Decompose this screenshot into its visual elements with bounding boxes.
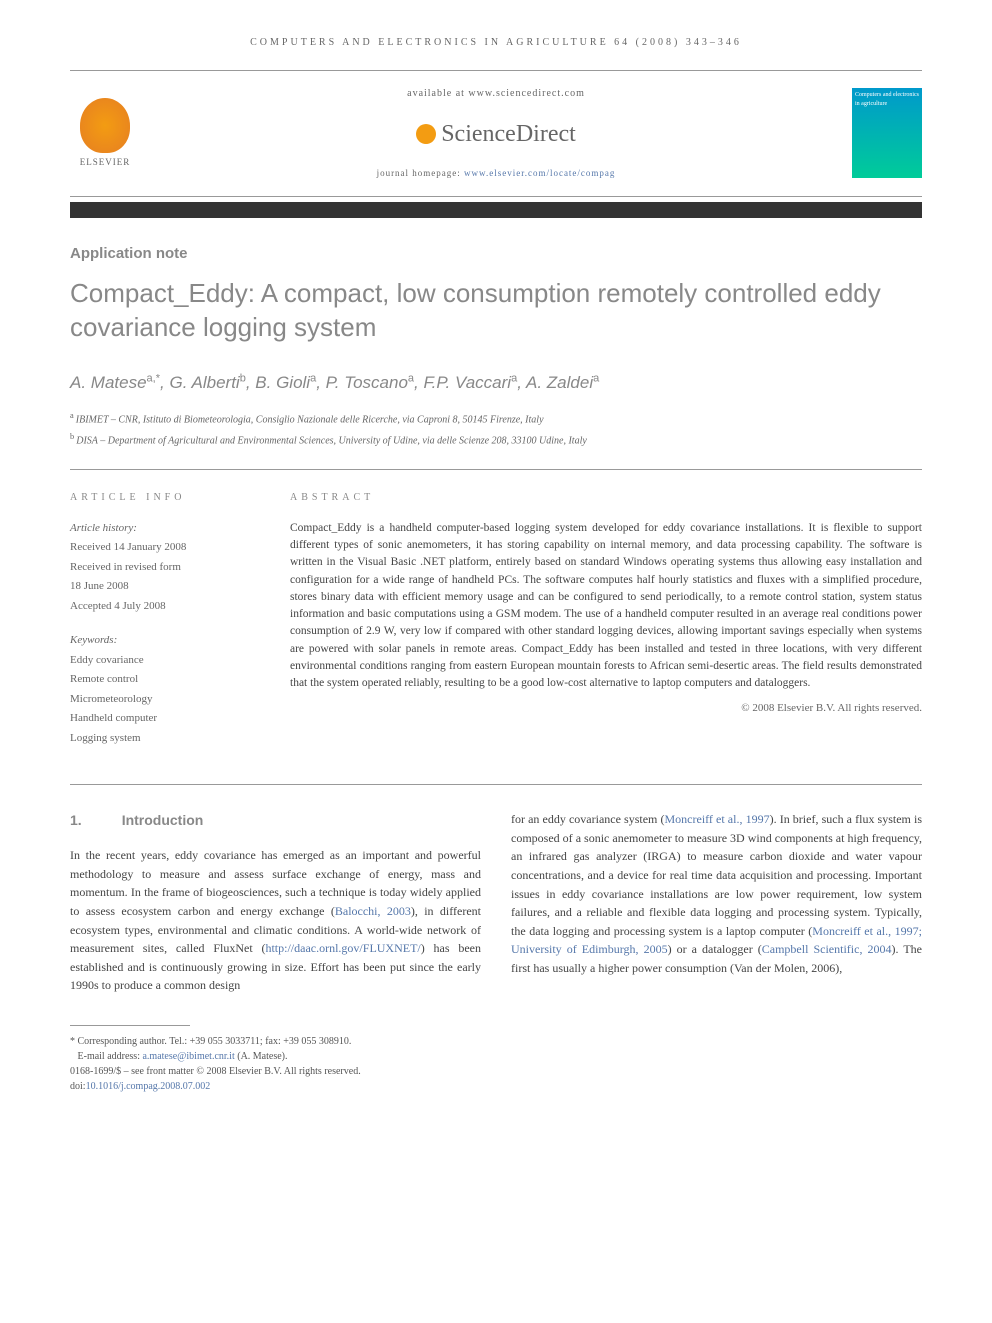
keyword-line: Remote control bbox=[70, 671, 260, 688]
affiliation-sup: a bbox=[70, 411, 76, 420]
body-text-run: ) or a datalogger ( bbox=[668, 942, 762, 956]
keyword-line: Logging system bbox=[70, 730, 260, 747]
body-column-left: 1. Introduction In the recent years, eddy… bbox=[70, 810, 481, 995]
info-abstract-row: ARTICLE INFO Article history: Received 1… bbox=[70, 490, 922, 765]
sciencedirect-icon bbox=[416, 124, 436, 144]
abstract-heading: ABSTRACT bbox=[290, 490, 922, 505]
citation-link[interactable]: Moncreiff et al., 1997 bbox=[665, 812, 770, 826]
abstract-copyright: © 2008 Elsevier B.V. All rights reserved… bbox=[290, 700, 922, 717]
body-column-right: for an eddy covariance system (Moncreiff… bbox=[511, 810, 922, 995]
body-paragraph-right: for an eddy covariance system (Moncreiff… bbox=[511, 810, 922, 977]
footer-separator bbox=[70, 1025, 190, 1026]
author-name: G. Alberti bbox=[169, 373, 239, 392]
email-line: E-mail address: a.matese@ibimet.cnr.it (… bbox=[70, 1049, 922, 1064]
author-affiliation-sup: a bbox=[511, 372, 517, 384]
doi-label: doi: bbox=[70, 1081, 86, 1092]
homepage-label: journal homepage: bbox=[377, 168, 464, 178]
footer-notes: * Corresponding author. Tel.: +39 055 30… bbox=[70, 1034, 922, 1094]
email-link[interactable]: a.matese@ibimet.cnr.it bbox=[142, 1051, 234, 1062]
keywords-label: Keywords: bbox=[70, 632, 260, 649]
body-text-run: for an eddy covariance system ( bbox=[511, 812, 665, 826]
author-name: P. Toscano bbox=[326, 373, 408, 392]
keyword-line: Handheld computer bbox=[70, 710, 260, 727]
author-name: A. Matese bbox=[70, 373, 147, 392]
doi-line: doi:10.1016/j.compag.2008.07.002 bbox=[70, 1079, 922, 1094]
affiliations: a IBIMET – CNR, Istituto di Biometeorolo… bbox=[70, 410, 922, 449]
citation-link[interactable]: Balocchi, 2003 bbox=[335, 904, 411, 918]
abstract-column: ABSTRACT Compact_Eddy is a handheld comp… bbox=[290, 490, 922, 765]
section-number: 1. bbox=[70, 812, 82, 828]
body-paragraph-left: In the recent years, eddy covariance has… bbox=[70, 846, 481, 995]
journal-cover-thumbnail: Computers and electronics in agriculture bbox=[852, 88, 922, 178]
homepage-line: journal homepage: www.elsevier.com/locat… bbox=[140, 167, 852, 181]
author-affiliation-sup: b bbox=[240, 372, 246, 384]
author-name: B. Gioli bbox=[255, 373, 310, 392]
corresponding-author: * Corresponding author. Tel.: +39 055 30… bbox=[70, 1034, 922, 1049]
doi-link[interactable]: 10.1016/j.compag.2008.07.002 bbox=[86, 1081, 211, 1092]
email-suffix: (A. Matese). bbox=[235, 1051, 288, 1062]
keyword-line: Micrometeorology bbox=[70, 691, 260, 708]
author-affiliation-sup: a bbox=[310, 372, 316, 384]
article-info-heading: ARTICLE INFO bbox=[70, 490, 260, 505]
author-affiliation-sup: a bbox=[593, 372, 599, 384]
external-url-link[interactable]: http://daac.ornl.gov/FLUXNET/ bbox=[265, 941, 420, 955]
abstract-text: Compact_Eddy is a handheld computer-base… bbox=[290, 520, 922, 693]
divider-bottom bbox=[70, 784, 922, 785]
elsevier-label: ELSEVIER bbox=[80, 156, 131, 170]
author-affiliation-sup: a,* bbox=[147, 372, 160, 384]
issn-line: 0168-1699/$ – see front matter © 2008 El… bbox=[70, 1064, 922, 1079]
article-history-block: Article history: Received 14 January 200… bbox=[70, 520, 260, 615]
divider-top bbox=[70, 469, 922, 470]
authors-line: A. Matesea,*, G. Albertib, B. Giolia, P.… bbox=[70, 370, 922, 396]
elsevier-tree-icon bbox=[80, 98, 130, 153]
email-label: E-mail address: bbox=[78, 1051, 143, 1062]
affiliation-sup: b bbox=[70, 432, 76, 441]
citation-link[interactable]: Campbell Scientific, 2004 bbox=[762, 942, 892, 956]
journal-citation-header: COMPUTERS AND ELECTRONICS IN AGRICULTURE… bbox=[70, 35, 922, 50]
journal-cover-title: Computers and electronics in agriculture bbox=[855, 91, 922, 109]
affiliation-line: a IBIMET – CNR, Istituto di Biometeorolo… bbox=[70, 410, 922, 427]
section-title: Introduction bbox=[122, 812, 204, 828]
keyword-line: Eddy covariance bbox=[70, 652, 260, 669]
history-line: Received in revised form bbox=[70, 559, 260, 576]
sciencedirect-label: ScienceDirect bbox=[441, 116, 576, 152]
header-dark-bar bbox=[70, 202, 922, 218]
author-name: F.P. Vaccari bbox=[423, 373, 511, 392]
history-line: Received 14 January 2008 bbox=[70, 539, 260, 556]
masthead-center: available at www.sciencedirect.com Scien… bbox=[140, 86, 852, 181]
article-info-column: ARTICLE INFO Article history: Received 1… bbox=[70, 490, 260, 765]
affiliation-line: b DISA – Department of Agricultural and … bbox=[70, 431, 922, 448]
history-line: Accepted 4 July 2008 bbox=[70, 598, 260, 615]
section-heading: 1. Introduction bbox=[70, 810, 481, 831]
body-columns: 1. Introduction In the recent years, eddy… bbox=[70, 810, 922, 995]
masthead: ELSEVIER available at www.sciencedirect.… bbox=[70, 70, 922, 197]
elsevier-logo: ELSEVIER bbox=[70, 93, 140, 173]
available-at-text: available at www.sciencedirect.com bbox=[140, 86, 852, 101]
sciencedirect-logo: ScienceDirect bbox=[140, 116, 852, 152]
body-text-run: ). In brief, such a flux system is compo… bbox=[511, 812, 922, 938]
page-container: COMPUTERS AND ELECTRONICS IN AGRICULTURE… bbox=[0, 0, 992, 1129]
author-name: A. Zaldei bbox=[526, 373, 593, 392]
article-type: Application note bbox=[70, 243, 922, 266]
homepage-url[interactable]: www.elsevier.com/locate/compag bbox=[464, 168, 615, 178]
article-title: Compact_Eddy: A compact, low consumption… bbox=[70, 277, 922, 345]
history-label: Article history: bbox=[70, 520, 260, 537]
author-affiliation-sup: a bbox=[408, 372, 414, 384]
history-line: 18 June 2008 bbox=[70, 578, 260, 595]
keywords-block: Keywords: Eddy covariance Remote control M… bbox=[70, 632, 260, 746]
